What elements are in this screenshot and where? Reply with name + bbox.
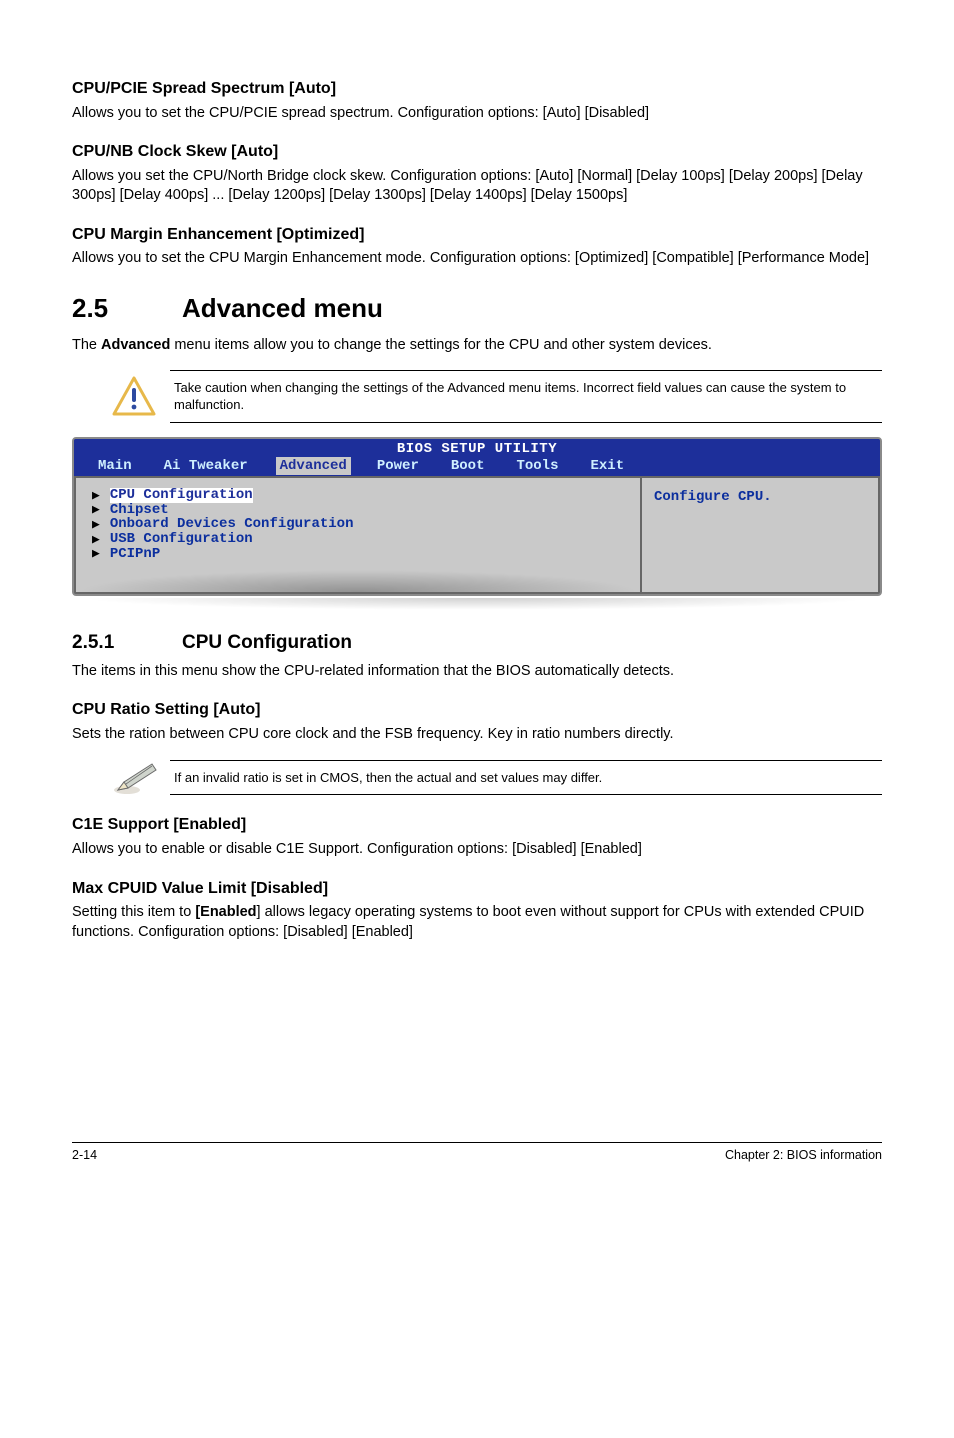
- bios-item-label: Onboard Devices Configuration: [110, 517, 354, 532]
- bios-item-cpu-configuration[interactable]: ▶ CPU Configuration: [92, 488, 630, 503]
- text-clock-skew: Allows you set the CPU/North Bridge cloc…: [72, 167, 882, 206]
- note-text: If an invalid ratio is set in CMOS, then…: [170, 760, 882, 796]
- bios-item-usb-configuration[interactable]: ▶ USB Configuration: [92, 532, 630, 547]
- text-fragment: Setting this item to: [72, 904, 195, 920]
- footer-chapter: Chapter 2: BIOS information: [725, 1147, 882, 1164]
- subsection-name: CPU Configuration: [182, 632, 352, 653]
- bios-title: BIOS SETUP UTILITY: [74, 441, 880, 457]
- text-c1e: Allows you to enable or disable C1E Supp…: [72, 840, 882, 860]
- warning-icon: [112, 376, 170, 416]
- triangle-icon: ▶: [92, 533, 100, 547]
- heading-spread-spectrum: CPU/PCIE Spread Spectrum [Auto]: [72, 78, 882, 100]
- text-spread-spectrum: Allows you to set the CPU/PCIE spread sp…: [72, 104, 882, 124]
- heading-margin-enh: CPU Margin Enhancement [Optimized]: [72, 224, 882, 246]
- triangle-icon: ▶: [92, 503, 100, 517]
- note-caution: Take caution when changing the settings …: [112, 370, 882, 423]
- bios-tab-exit[interactable]: Exit: [568, 457, 634, 475]
- text-fragment: The: [72, 337, 101, 353]
- text-cpu-ratio: Sets the ration between CPU core clock a…: [72, 725, 882, 745]
- text-cpuid: Setting this item to [Enabled] allows le…: [72, 903, 882, 942]
- section-name: Advanced menu: [182, 293, 383, 323]
- text-cpu-config: The items in this menu show the CPU-rela…: [72, 662, 882, 682]
- heading-cpu-ratio: CPU Ratio Setting [Auto]: [72, 699, 882, 721]
- bios-item-chipset[interactable]: ▶ Chipset: [92, 503, 630, 518]
- section-title-advanced: 2.5Advanced menu: [72, 291, 882, 326]
- text-bold: [Enabled: [195, 904, 256, 920]
- bios-tab-tools[interactable]: Tools: [494, 457, 568, 475]
- text-advanced-intro: The Advanced menu items allow you to cha…: [72, 336, 882, 356]
- bios-setup-screenshot: BIOS SETUP UTILITY Main Ai Tweaker Advan…: [72, 437, 882, 596]
- bios-tab-power[interactable]: Power: [355, 457, 429, 475]
- subsection-number: 2.5.1: [72, 630, 182, 656]
- bios-item-label: PCIPnP: [110, 547, 160, 562]
- bios-tab-ai-tweaker[interactable]: Ai Tweaker: [142, 457, 258, 475]
- bios-item-onboard-devices[interactable]: ▶ Onboard Devices Configuration: [92, 517, 630, 532]
- bios-tab-boot[interactable]: Boot: [429, 457, 495, 475]
- bios-tab-main[interactable]: Main: [74, 457, 142, 475]
- note-text: Take caution when changing the settings …: [170, 370, 882, 423]
- triangle-icon: ▶: [92, 518, 100, 532]
- bios-tab-bar: Main Ai Tweaker Advanced Power Boot Tool…: [74, 457, 880, 476]
- bios-tab-advanced[interactable]: Advanced: [276, 457, 351, 475]
- text-fragment: menu items allow you to change the setti…: [170, 337, 712, 353]
- bios-item-label: CPU Configuration: [110, 488, 253, 503]
- triangle-icon: ▶: [92, 547, 100, 561]
- pencil-icon: [112, 758, 170, 796]
- footer-page-number: 2-14: [72, 1147, 97, 1164]
- text-margin-enh: Allows you to set the CPU Margin Enhance…: [72, 249, 882, 269]
- note-cmos: If an invalid ratio is set in CMOS, then…: [112, 758, 882, 796]
- page-footer: 2-14 Chapter 2: BIOS information: [72, 1142, 882, 1164]
- section-number: 2.5: [72, 291, 182, 326]
- heading-cpuid: Max CPUID Value Limit [Disabled]: [72, 878, 882, 900]
- subsection-title-cpu-config: 2.5.1CPU Configuration: [72, 630, 882, 656]
- triangle-icon: ▶: [92, 489, 100, 503]
- text-bold: Advanced: [101, 337, 170, 353]
- bios-item-pcipnp[interactable]: ▶ PCIPnP: [92, 547, 630, 562]
- bios-menu-panel: ▶ CPU Configuration ▶ Chipset ▶ Onboard Dev…: [74, 476, 640, 594]
- heading-clock-skew: CPU/NB Clock Skew [Auto]: [72, 141, 882, 163]
- bios-item-label: Chipset: [110, 503, 169, 518]
- bios-hint-panel: Configure CPU.: [640, 476, 880, 594]
- heading-c1e: C1E Support [Enabled]: [72, 814, 882, 836]
- bios-item-label: USB Configuration: [110, 532, 253, 547]
- bios-hint-text: Configure CPU.: [654, 489, 772, 505]
